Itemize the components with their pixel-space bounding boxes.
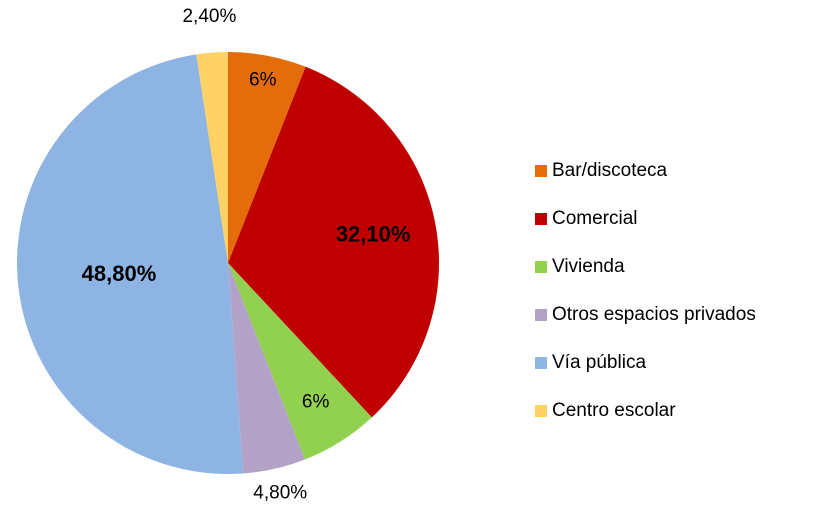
legend-label: Vivienda xyxy=(552,256,625,277)
data-label: 6% xyxy=(249,70,277,91)
data-label: 48,80% xyxy=(82,261,157,286)
legend-label: Centro escolar xyxy=(552,400,676,421)
pie-slice xyxy=(228,263,372,460)
legend-swatch xyxy=(535,165,547,177)
legend-label: Otros espacios privados xyxy=(552,304,756,325)
legend-swatch xyxy=(535,213,547,225)
data-label: 2,40% xyxy=(182,6,236,27)
pie-slice xyxy=(228,52,306,263)
pie-slice xyxy=(228,263,305,474)
legend-swatch xyxy=(535,405,547,417)
data-label: 4,80% xyxy=(253,482,307,503)
pie-slice xyxy=(16,54,244,475)
pie-slice xyxy=(228,66,439,418)
legend-swatch xyxy=(535,357,547,369)
legend-label: Vía pública xyxy=(552,352,646,373)
pie-slice xyxy=(196,52,228,263)
legend-label: Bar/discoteca xyxy=(552,160,668,181)
data-label: 32,10% xyxy=(336,221,411,246)
legend-label: Comercial xyxy=(552,208,638,229)
legend-swatch xyxy=(535,261,547,273)
legend-swatch xyxy=(535,309,547,321)
data-label: 6% xyxy=(302,391,330,412)
